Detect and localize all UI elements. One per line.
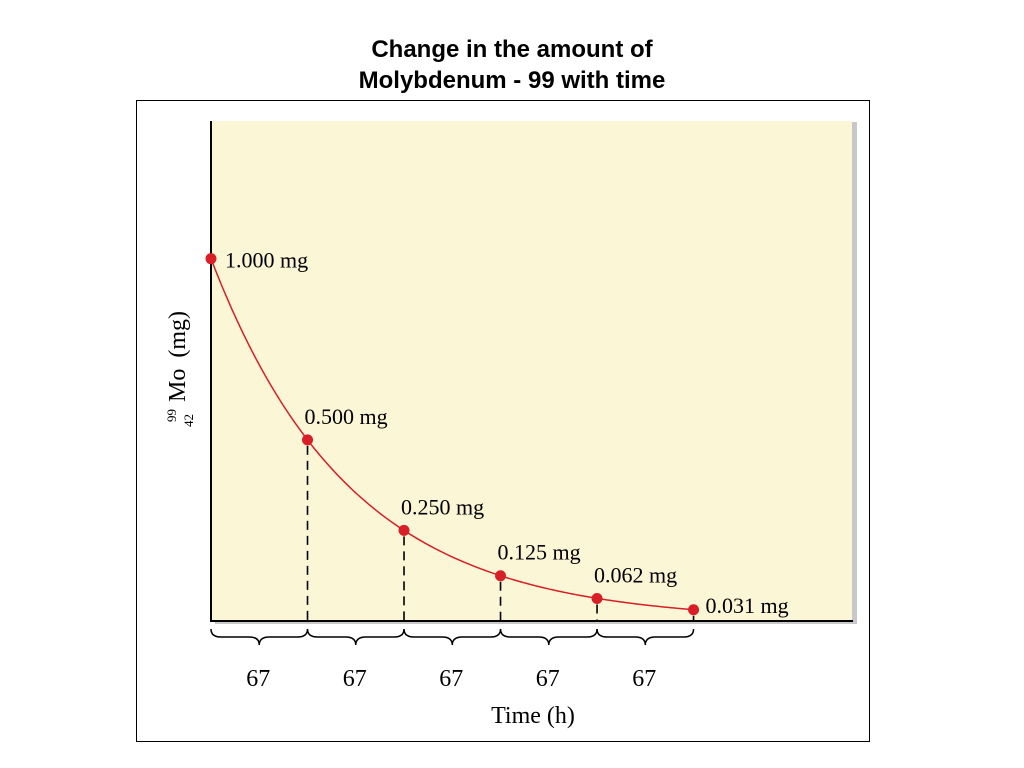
interval-labels: 67 67 67 67 67 — [246, 666, 656, 692]
data-point-label: 0.062 mg — [594, 563, 677, 588]
data-point-label: 0.250 mg — [401, 494, 484, 519]
interval-label: 67 — [343, 666, 367, 692]
interval-brace — [499, 628, 598, 646]
interval-label: 67 — [439, 666, 463, 692]
data-point — [302, 434, 314, 446]
plot-area — [211, 121, 852, 620]
data-point-labels: 1.000 mg 0.500 mg 0.250 mg 0.125 mg 0.062 mg… — [225, 248, 789, 618]
y-label-unit: (mg) — [165, 311, 191, 358]
interval-brace — [306, 628, 405, 646]
x-axis-label: Time (h) — [491, 703, 575, 729]
data-point — [495, 570, 507, 582]
y-label-symbol: Mo — [165, 369, 191, 402]
interval-brace — [403, 628, 502, 646]
data-point — [591, 593, 603, 605]
data-point-label: 0.500 mg — [305, 404, 388, 429]
interval-label: 67 — [246, 666, 270, 692]
title-line-1: Change in the amount of — [371, 36, 653, 63]
chart-frame: 42 99 Mo (mg) 1.000 mg 0.500 mg 0.250 mg 0.… — [136, 100, 870, 742]
data-point — [205, 253, 217, 265]
data-point-label: 1.000 mg — [225, 248, 308, 273]
decay-curve — [210, 258, 693, 611]
data-points — [205, 253, 700, 616]
interval-label: 67 — [536, 666, 560, 692]
interval-label: 67 — [632, 666, 656, 692]
svg-text:42 99 Mo: 42 99 Mo (mg) — [156, 311, 199, 427]
slide-title: Change in the amount of Molybdenum - 99 … — [0, 34, 1024, 96]
interval-brace — [596, 628, 695, 646]
y-axis-label: 42 99 Mo (mg) — [156, 311, 199, 427]
title-line-2: Molybdenum - 99 with time — [358, 67, 666, 94]
drop-lines — [306, 445, 695, 621]
interval-braces — [210, 628, 695, 646]
data-point-label: 0.031 mg — [706, 593, 789, 618]
y-label-atomic-number: 42 — [181, 414, 196, 427]
data-point-label: 0.125 mg — [498, 540, 581, 565]
y-label-mass-number: 99 — [164, 409, 179, 422]
decay-chart: 42 99 Mo (mg) 1.000 mg 0.500 mg 0.250 mg 0.… — [156, 121, 857, 729]
data-point — [398, 524, 410, 536]
data-point — [688, 604, 700, 616]
interval-brace — [210, 628, 309, 646]
